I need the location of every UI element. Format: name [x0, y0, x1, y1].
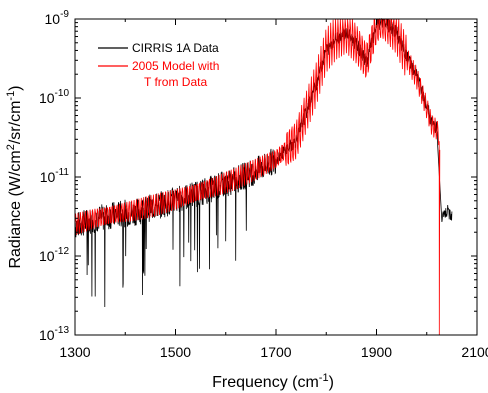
legend-label-1: 2005 Model with — [132, 59, 219, 73]
x-tick-label: 1700 — [260, 344, 291, 360]
x-tick-label: 1300 — [59, 344, 90, 360]
axes-layer: 1300 1500 1700 1900 2100 10-13 10-12 10-11 10-10… — [39, 9, 488, 360]
y-tick-label: 10-11 — [40, 167, 70, 185]
y-tick-label: 10-13 — [39, 325, 69, 343]
y-tick-label: 10-9 — [45, 9, 70, 27]
legend-label-0: CIRRIS 1A Data — [132, 41, 219, 55]
y-tick-label: 10-10 — [39, 88, 69, 106]
x-axis-title: Frequency (cm-1) — [212, 372, 334, 391]
x-tick-label: 1500 — [160, 344, 191, 360]
legend: CIRRIS 1A Data 2005 Model with T from Data — [98, 41, 219, 89]
y-tick-label: 10-12 — [39, 246, 69, 264]
x-tick-label: 1900 — [361, 344, 392, 360]
y-axis-title: Radiance (W/cm2/sr/cm-1) — [5, 85, 24, 268]
legend-label-1: T from Data — [144, 75, 207, 89]
x-tick-label: 2100 — [461, 344, 488, 360]
